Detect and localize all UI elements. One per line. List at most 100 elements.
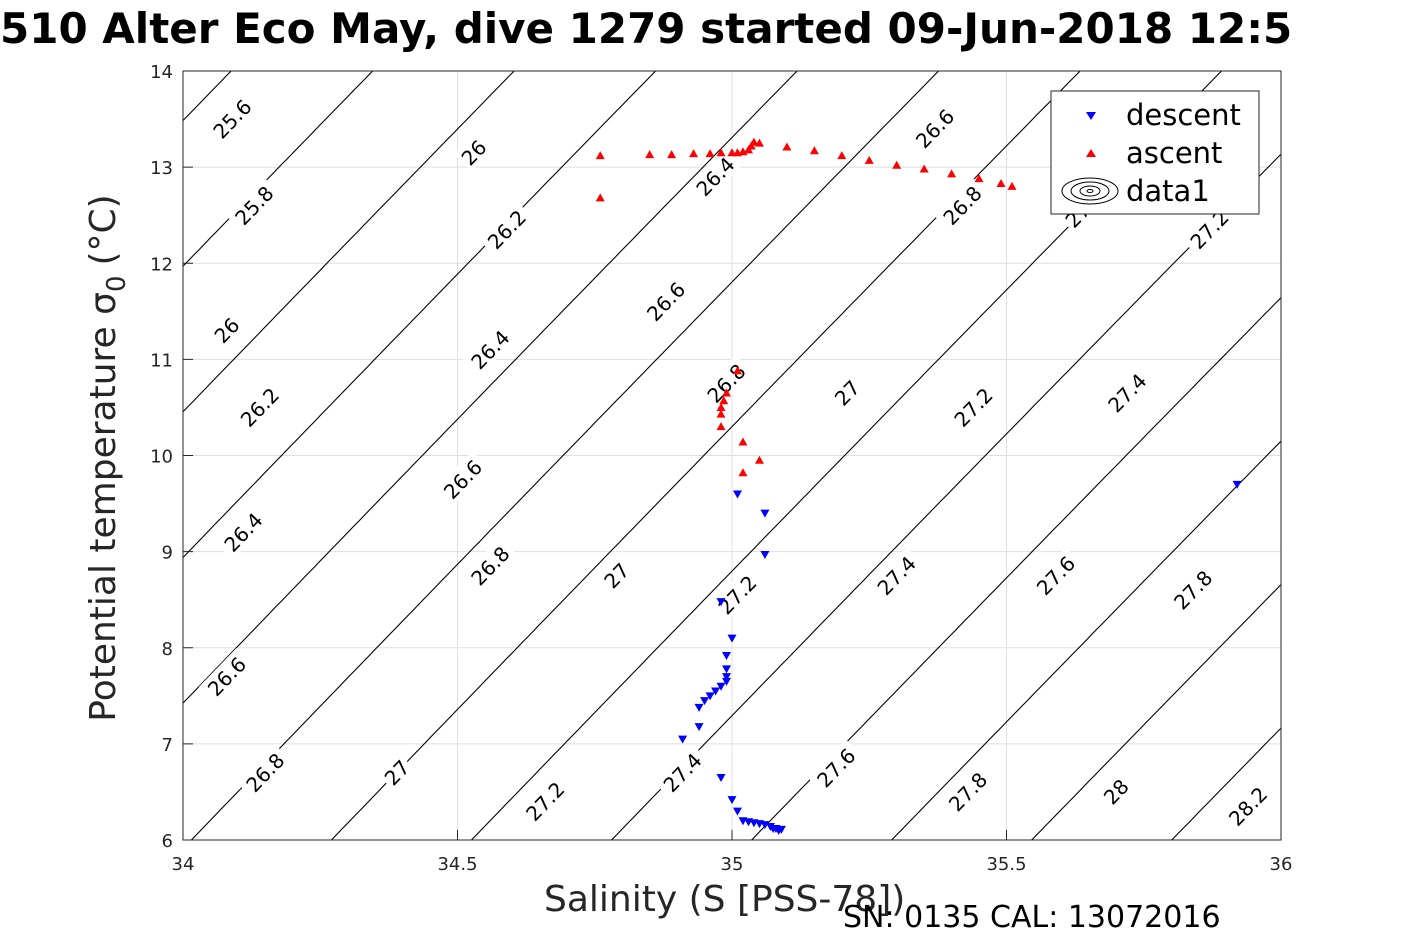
contour-label-text: 28 [1099,774,1134,809]
contour-label: 27.4 [654,744,710,800]
contour-label-bg [808,739,864,795]
descent-point [722,673,732,682]
contour-label-bg [204,90,260,147]
descent-point [711,687,721,696]
legend: descent ascent data1 [1050,90,1260,215]
descent-point [760,509,770,518]
ascent-point [837,151,847,160]
y-tick-label: 10 [150,447,173,468]
contour-label: 27 [596,555,636,595]
y-tick-label: 12 [150,254,173,275]
contour-label-bg [462,321,518,377]
data-points [595,137,1242,835]
contour-label: 26.8 [237,744,292,800]
y-axis-label-sub: 0 [102,275,132,292]
ascent-point [716,148,726,157]
contour-label: 26.6 [434,451,490,507]
ascent-point [809,146,819,155]
contour-line [183,71,657,558]
ascent-point [705,149,715,158]
descent-point [774,826,784,835]
ascent-point [947,169,957,178]
contour-label: 26.2 [231,378,287,435]
contour-labels: 25.6 25.8 26 26.2 26.4 26.6 26.8 27 27.2 27.4 27.6… [198,90,1275,834]
contour-label-bg [454,132,493,172]
contour-line [183,71,798,704]
x-axis-label: Salinity (S [PSS-78]) [544,879,906,920]
descent-point [716,774,726,783]
y-tick-label: 11 [150,350,173,371]
ascent-point [919,164,929,173]
contour-label-bg [1099,364,1155,420]
ascent-point [754,138,764,147]
legend-contour-icon [1061,177,1119,205]
ascent-point [667,150,677,159]
descent-point [678,735,688,744]
contour-label-text: 27 [599,558,634,593]
y-tick-label: 6 [162,831,173,852]
contour-label-bg [827,373,866,412]
ascent-point [719,396,729,405]
descent-point [694,723,704,732]
y-tick-label: 9 [162,543,173,564]
x-tick-label: 35.5 [986,854,1026,875]
contour-label-bg [596,555,636,595]
contour-label-bg [517,773,573,829]
legend-ascent-marker [1086,149,1096,157]
contour-label-bg [637,273,693,329]
contour-label: 26.8 [934,177,990,233]
contour-label: 28 [1096,772,1135,811]
ascent-point [996,178,1006,187]
contour-label: 25.6 [204,90,260,147]
contour-label-bg [698,354,754,411]
contour-label: 27.4 [868,547,924,603]
contour-label-bg [654,744,710,800]
x-tick-label: 34.5 [437,854,477,875]
descent-point [716,682,726,691]
contour-label-bg [237,744,292,800]
descent-point [1232,480,1242,489]
contour-label: 27.6 [1027,547,1083,603]
y-axis-label-main: Potential temperature σ [83,292,124,722]
contour-label: 26.8 [462,537,518,594]
y-tick-label: 8 [162,639,173,660]
descent-point [732,490,742,499]
contour-label: 27.2 [709,566,765,622]
ascent-point [716,422,726,431]
descent-point [694,703,704,712]
contour-label: 26 [454,132,493,172]
contour-label: 26.4 [462,321,518,377]
ascent-point [595,151,605,160]
contour-label: 26.6 [198,648,254,704]
contour-label: 26.4 [687,148,743,204]
ascent-point [645,150,655,159]
contour-label: 26.2 [478,201,534,257]
descent-point [722,651,732,660]
legend-descent-marker [1086,112,1096,120]
contour-label-bg [709,566,765,622]
ascent-point [738,468,748,477]
contour-label: 27 [827,373,866,412]
contour-line [183,71,515,413]
descent-point [768,824,778,833]
contour-label: 27.2 [517,773,573,829]
y-tick-label: 14 [150,62,173,83]
ascent-point [732,366,742,375]
contour-line [330,71,1081,840]
legend-ascent-label: ascent [1126,136,1222,170]
contour-label-text: 27 [830,376,865,411]
y-axis-label: Potential temperature σ0 (°C) [83,194,132,721]
descent-point [716,598,726,607]
contour-label: 27.8 [939,763,995,819]
y-tick-label: 7 [162,735,173,756]
ascent-point [716,402,726,411]
x-tick-label: 34 [172,854,195,875]
ascent-point [722,388,732,397]
contour-line [183,71,232,121]
ascent-point [864,155,874,164]
contour-label-bg [198,648,254,704]
legend-data1-label: data1 [1126,174,1210,208]
contour-label-bg [1027,547,1083,603]
legend-box [1050,90,1260,215]
